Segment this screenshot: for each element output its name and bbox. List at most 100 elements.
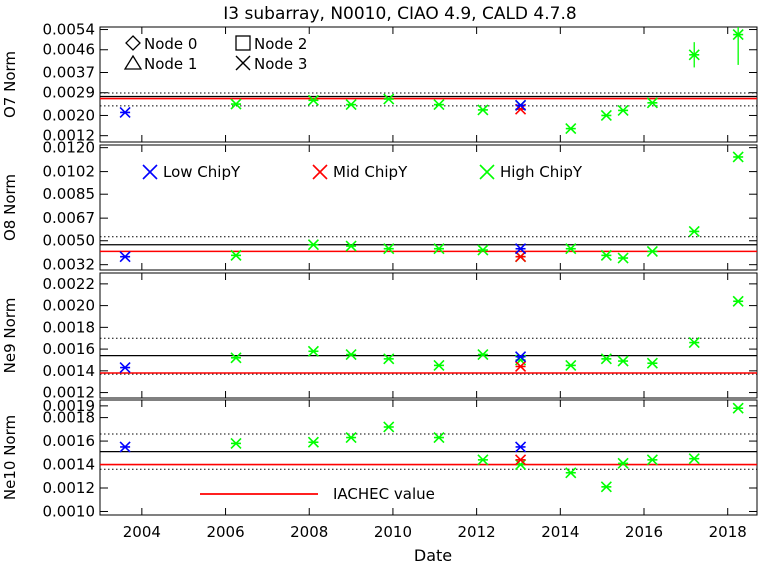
data-point xyxy=(119,106,131,118)
data-point xyxy=(433,359,445,371)
data-point xyxy=(433,431,445,444)
data-point xyxy=(345,99,357,111)
data-point xyxy=(688,225,700,238)
data-point xyxy=(477,244,489,256)
data-point xyxy=(345,348,357,361)
cross-icon xyxy=(142,164,158,180)
data-point xyxy=(383,353,395,365)
square-icon xyxy=(235,35,251,51)
data-point xyxy=(646,245,658,257)
x-tick-label: 2012 xyxy=(458,523,496,541)
data-point xyxy=(230,437,242,449)
data-point xyxy=(600,109,612,122)
cross-icon xyxy=(312,164,328,180)
data-point xyxy=(617,104,629,116)
node-legend-item: Node 2 xyxy=(235,35,307,53)
data-point xyxy=(565,123,577,135)
y-tick-label: 0.0032 xyxy=(43,256,96,274)
y-tick-label: 0.0019 xyxy=(43,397,96,415)
panel-frame xyxy=(99,26,758,143)
data-point xyxy=(646,454,658,466)
data-point xyxy=(514,351,527,363)
cross-icon xyxy=(479,164,495,180)
data-point xyxy=(383,93,395,105)
data-point xyxy=(732,29,744,41)
y-tick-label: 0.0010 xyxy=(43,502,96,520)
data-point xyxy=(307,345,319,357)
y-tick-label: 0.0016 xyxy=(43,340,96,358)
node-legend-item: Node 1 xyxy=(123,54,197,73)
y-tick-label: 0.0067 xyxy=(43,209,96,227)
y-tick-label: 0.0120 xyxy=(43,139,96,157)
data-point xyxy=(477,454,489,466)
x-tick-label: 2008 xyxy=(290,523,328,541)
panel-ne9: 0.0022 0.0020 0.0018 0.0016 0.0014 0.0012 Ne9 … xyxy=(1,272,758,402)
y-tick-label: 0.0022 xyxy=(43,275,96,293)
iachec-legend-label: IACHEC value xyxy=(333,485,435,503)
data-point xyxy=(514,243,527,255)
x-tick-label: 2016 xyxy=(625,523,663,541)
data-point xyxy=(383,243,395,255)
data-point xyxy=(230,352,242,364)
data-point xyxy=(307,239,319,251)
data-point xyxy=(119,251,131,263)
data-point xyxy=(119,441,131,453)
data-point xyxy=(646,357,658,369)
y-tick-label: 0.0016 xyxy=(43,432,96,450)
data-point xyxy=(565,467,577,479)
iachec-legend-item: IACHEC value xyxy=(200,485,435,503)
node-legend-item: Node 0 xyxy=(125,35,197,53)
y-axis-label: Ne10 Norm xyxy=(1,415,19,500)
x-tick-label: 2006 xyxy=(206,523,244,541)
y-tick-label: 0.0012 xyxy=(43,384,96,402)
cross-icon xyxy=(235,55,251,71)
y-tick-label: 0.0014 xyxy=(43,362,96,380)
y-tick-label: 0.0012 xyxy=(43,479,96,497)
data-point xyxy=(514,454,527,466)
chart-title: I3 subarray, N0010, CIAO 4.9, CALD 4.7.8 xyxy=(223,4,576,24)
panel-frame xyxy=(99,272,758,399)
data-point xyxy=(345,240,357,252)
data-point xyxy=(732,402,744,414)
x-tick-label: 2018 xyxy=(709,523,747,541)
y-tick-label: 0.0102 xyxy=(43,163,96,181)
data-point xyxy=(617,355,629,367)
panels: 0.0054 0.0046 0.0037 0.0029 0.0020 0.0012 O7 N… xyxy=(1,21,758,520)
y-tick-label: 0.0018 xyxy=(43,409,96,427)
data-point xyxy=(688,336,700,349)
panel-o7: 0.0054 0.0046 0.0037 0.0029 0.0020 0.0012 O7 N… xyxy=(1,21,758,145)
x-tick-label: 2004 xyxy=(123,523,161,541)
data-point xyxy=(514,251,527,263)
node-legend-label: Node 0 xyxy=(144,35,197,53)
data-point xyxy=(565,359,577,371)
y-tick-label: 0.0037 xyxy=(43,63,96,81)
data-point xyxy=(617,252,629,264)
y-tick-label: 0.0020 xyxy=(43,297,96,315)
node-legend-label: Node 1 xyxy=(144,55,197,73)
panel-frame xyxy=(99,399,758,516)
data-point xyxy=(383,421,395,433)
y-tick-label: 0.0054 xyxy=(43,21,96,39)
data-point xyxy=(565,243,577,255)
data-point xyxy=(600,481,612,493)
data-point xyxy=(433,243,445,255)
y-tick-label: 0.0085 xyxy=(43,185,96,203)
data-point xyxy=(514,458,527,471)
y-axis-label: O7 Norm xyxy=(1,51,19,118)
panel-frame xyxy=(99,144,758,271)
chipy-legend-item: High ChipY xyxy=(479,163,583,181)
data-point xyxy=(230,249,242,261)
triangle-icon xyxy=(123,54,143,70)
data-point xyxy=(514,99,527,111)
data-point xyxy=(119,361,131,374)
data-point xyxy=(433,99,445,111)
x-axis-label: Date xyxy=(414,546,452,564)
chipy-legend-label: Mid ChipY xyxy=(333,163,408,181)
data-point xyxy=(230,98,242,110)
data-point xyxy=(617,457,629,469)
chipy-legend-label: High ChipY xyxy=(500,163,583,181)
y-tick-label: 0.0029 xyxy=(43,84,96,102)
y-tick-label: 0.0018 xyxy=(43,318,96,336)
